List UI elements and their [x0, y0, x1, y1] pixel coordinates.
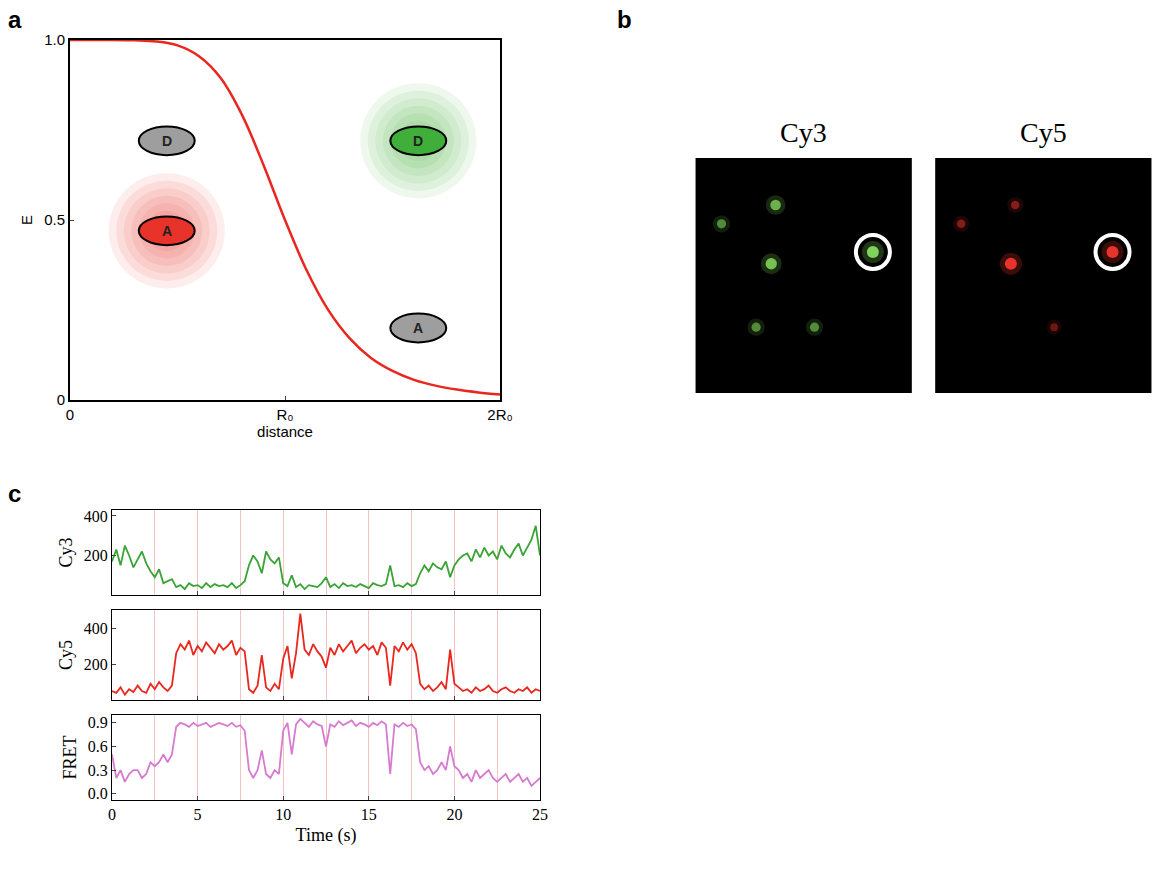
svg-text:20: 20 — [446, 806, 462, 823]
svg-text:15: 15 — [361, 806, 377, 823]
svg-text:1.0: 1.0 — [44, 31, 65, 48]
svg-text:a: a — [8, 6, 22, 33]
svg-text:A: A — [413, 320, 423, 336]
svg-text:A: A — [162, 223, 172, 239]
svg-text:c: c — [8, 480, 21, 507]
svg-text:Cy3: Cy3 — [780, 117, 827, 148]
svg-text:D: D — [413, 133, 423, 149]
svg-text:distance: distance — [257, 423, 313, 440]
svg-text:0.5: 0.5 — [44, 211, 65, 228]
svg-text:Time (s): Time (s) — [296, 825, 357, 846]
svg-text:400: 400 — [84, 508, 108, 525]
svg-text:200: 200 — [84, 656, 108, 673]
svg-text:200: 200 — [84, 547, 108, 564]
svg-text:0: 0 — [66, 406, 74, 423]
svg-text:0: 0 — [57, 391, 65, 408]
svg-text:10: 10 — [275, 806, 291, 823]
svg-text:Cy5: Cy5 — [56, 640, 76, 670]
svg-text:25: 25 — [532, 806, 548, 823]
svg-text:400: 400 — [84, 620, 108, 637]
svg-text:0.9: 0.9 — [88, 714, 108, 731]
svg-text:5: 5 — [194, 806, 202, 823]
svg-text:0: 0 — [108, 806, 116, 823]
svg-text:Cy5: Cy5 — [1020, 117, 1067, 148]
svg-text:2R₀: 2R₀ — [487, 406, 512, 423]
svg-text:E: E — [18, 215, 35, 225]
svg-text:0.3: 0.3 — [88, 762, 108, 779]
svg-text:0.6: 0.6 — [88, 738, 108, 755]
svg-text:Cy3: Cy3 — [56, 537, 76, 567]
svg-text:FRET: FRET — [60, 735, 80, 779]
svg-text:D: D — [162, 133, 172, 149]
svg-text:R₀: R₀ — [276, 406, 293, 423]
svg-text:0.0: 0.0 — [88, 785, 108, 802]
svg-text:b: b — [617, 6, 632, 33]
